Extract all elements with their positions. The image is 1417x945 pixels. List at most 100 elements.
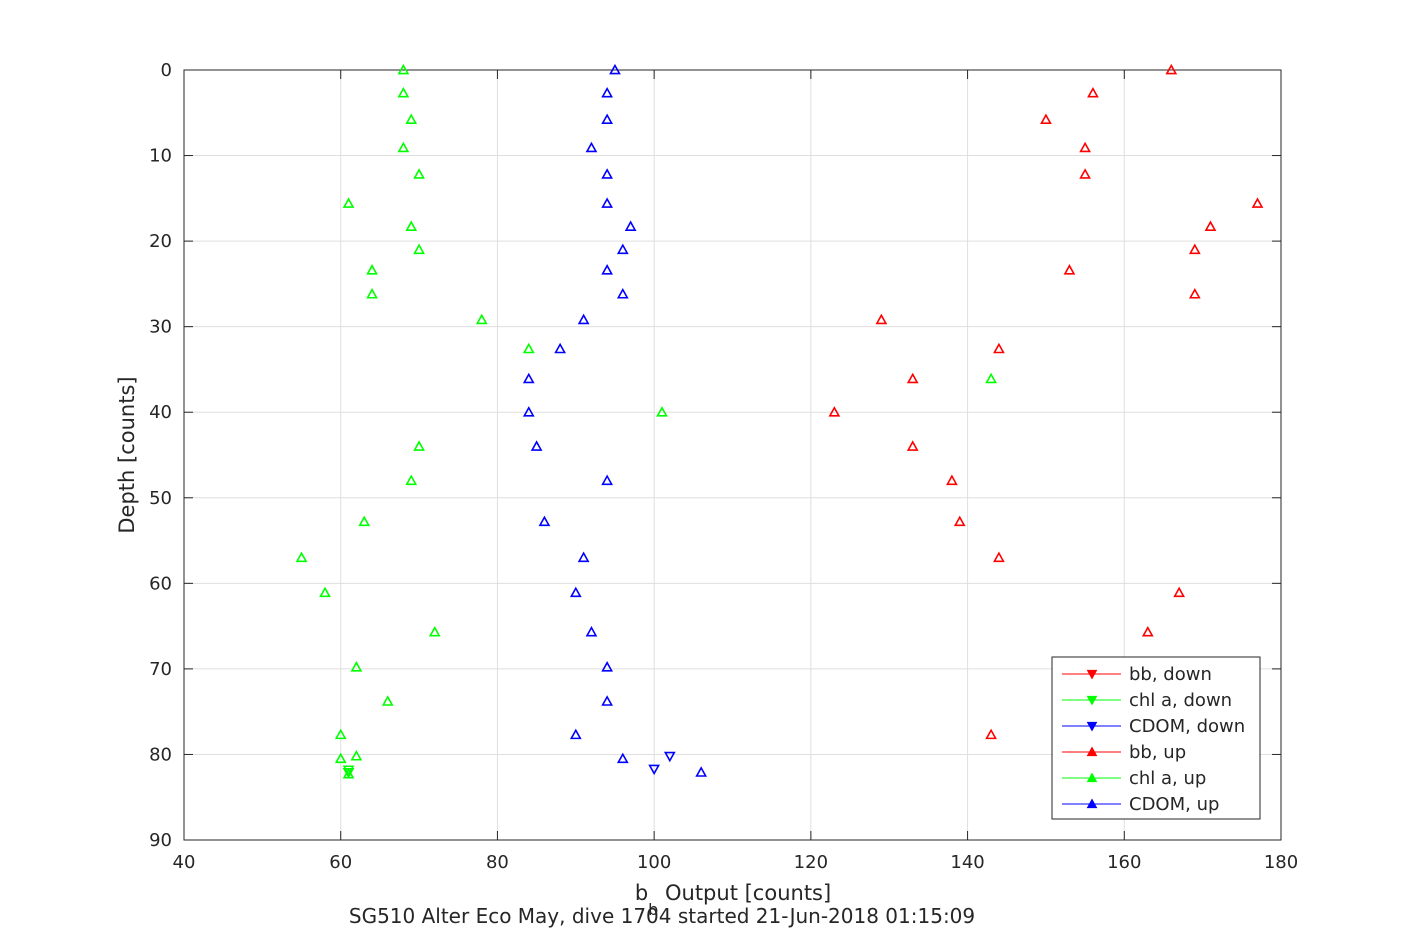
y-tick-label: 20 <box>149 231 172 252</box>
data-point-cdom-up <box>601 264 613 275</box>
data-point-cdom-up <box>569 728 582 740</box>
x-tick-label: 60 <box>329 852 352 873</box>
data-point-cdom-up <box>601 695 613 706</box>
data-point-cdom-up <box>522 406 535 417</box>
data-point-cdom-up <box>569 586 582 598</box>
data-point-bb-up <box>1188 288 1201 299</box>
y-tick-label: 80 <box>149 744 172 765</box>
data-point-chl-a-up <box>350 661 363 672</box>
data-point-bb-up <box>1165 63 1178 75</box>
data-point-cdom-up <box>601 474 613 486</box>
data-point-bb-up <box>953 515 966 527</box>
data-point-chl-a-up <box>334 752 347 764</box>
data-point-chl-a-up <box>319 586 331 598</box>
data-point-chl-a-up <box>397 86 410 98</box>
x-tick-label: 40 <box>173 852 196 873</box>
data-point-bb-up <box>993 551 1005 563</box>
y-tick-label: 10 <box>149 146 172 167</box>
data-point-bb-up <box>1173 586 1185 598</box>
axis-ticks: 40 60 80 100 120 140 160 180 0 10 20 30 40 50 60 70 80 90 <box>149 60 1298 873</box>
data-point-bb-up <box>993 342 1005 354</box>
x-tick-label: 140 <box>950 852 984 873</box>
data-point-cdom-up <box>530 440 543 451</box>
data-point-bb-up <box>1040 113 1052 125</box>
legend-box <box>1051 656 1261 820</box>
plot-area-border <box>183 69 1282 841</box>
data-point-chl-a-up <box>366 264 378 275</box>
data-point-chl-a-up <box>475 313 488 325</box>
data-point-chl-a-up <box>656 406 668 417</box>
x-tick-label: 100 <box>637 852 671 873</box>
data-point-bb-up <box>828 406 841 417</box>
data-point-bb-up <box>906 372 919 384</box>
data-point-bb-up <box>946 474 958 486</box>
data-point-chl-a-up <box>350 750 363 761</box>
y-tick-label: 50 <box>149 488 172 509</box>
data-point-cdom-up <box>601 86 613 98</box>
data-point-chl-a-up <box>405 220 418 231</box>
data-point-chl-a-down <box>342 765 355 776</box>
x-axis-label-rest: Output [counts] <box>658 881 831 905</box>
y-axis-label: Depth [counts] <box>115 376 139 533</box>
data-point-cdom-down <box>648 764 661 776</box>
x-tick-label: 180 <box>1264 852 1298 873</box>
data-point-cdom-up <box>601 113 613 125</box>
data-point-chl-a-up <box>405 474 418 486</box>
data-point-bb-up <box>1251 197 1264 208</box>
data-point-cdom-up <box>538 515 551 527</box>
data-point-bb-up <box>1087 86 1099 98</box>
data-point-chl-a-up <box>397 63 410 75</box>
y-tick-label: 30 <box>149 317 172 338</box>
data-point-cdom-down <box>663 751 676 763</box>
data-point-cdom-up <box>695 766 708 777</box>
legend-entry: chl a, down <box>1062 690 1232 711</box>
data-point-bb-up <box>875 313 888 325</box>
x-tick-label: 80 <box>486 852 509 873</box>
x-axis-label-b: b <box>635 881 648 905</box>
dive-subtitle: SG510 Alter Eco May, dive 1704 started 2… <box>349 904 975 928</box>
data-point-bb-up <box>1188 243 1201 255</box>
legend-marker <box>1086 746 1098 757</box>
legend-marker <box>1086 721 1098 732</box>
data-point-bb-up <box>1063 264 1076 275</box>
y-tick-label: 70 <box>149 659 172 680</box>
data-point-bb-up <box>906 440 919 451</box>
legend-marker <box>1086 772 1098 783</box>
data-points <box>295 63 1264 779</box>
data-point-chl-a-up <box>342 197 355 208</box>
data-point-bb-up <box>985 728 997 740</box>
data-point-cdom-up <box>554 342 566 354</box>
x-tick-label: 160 <box>1107 852 1141 873</box>
data-point-chl-a-up <box>366 288 378 299</box>
x-axis-label-subscript: b <box>648 900 658 919</box>
x-tick-label: 120 <box>794 852 828 873</box>
data-point-cdom-up <box>601 661 613 672</box>
data-point-bb-up <box>1079 141 1091 153</box>
data-point-chl-a-up <box>413 243 425 255</box>
legend-marker <box>1086 798 1098 809</box>
legend-label: chl a, up <box>1129 768 1206 789</box>
data-point-chl-a-up <box>522 342 535 354</box>
data-point-chl-a-up <box>985 372 997 384</box>
legend: bb, down chl a, down CDOM, down bb, up chl a… <box>1051 656 1261 820</box>
data-point-chl-a-up <box>381 695 394 706</box>
legend-label: bb, up <box>1129 742 1186 763</box>
legend-entry: CDOM, down <box>1062 716 1245 737</box>
legend-entry: CDOM, up <box>1062 794 1219 815</box>
data-point-cdom-up <box>616 243 629 255</box>
legend-label: chl a, down <box>1129 690 1232 711</box>
data-point-bb-up <box>1204 220 1217 231</box>
y-tick-label: 40 <box>149 402 172 423</box>
y-tick-label: 60 <box>149 573 172 594</box>
data-point-chl-a-up <box>413 440 425 451</box>
data-point-cdom-up <box>585 141 598 153</box>
data-point-cdom-up <box>609 63 621 75</box>
data-point-chl-a-up <box>334 728 347 740</box>
data-point-chl-a-up <box>428 625 441 637</box>
data-point-cdom-up <box>601 168 613 179</box>
data-point-bb-up <box>1141 625 1154 637</box>
legend-marker <box>1086 669 1098 680</box>
y-tick-label: 90 <box>149 830 172 851</box>
data-point-cdom-up <box>577 551 590 563</box>
legend-label: CDOM, up <box>1129 794 1219 815</box>
